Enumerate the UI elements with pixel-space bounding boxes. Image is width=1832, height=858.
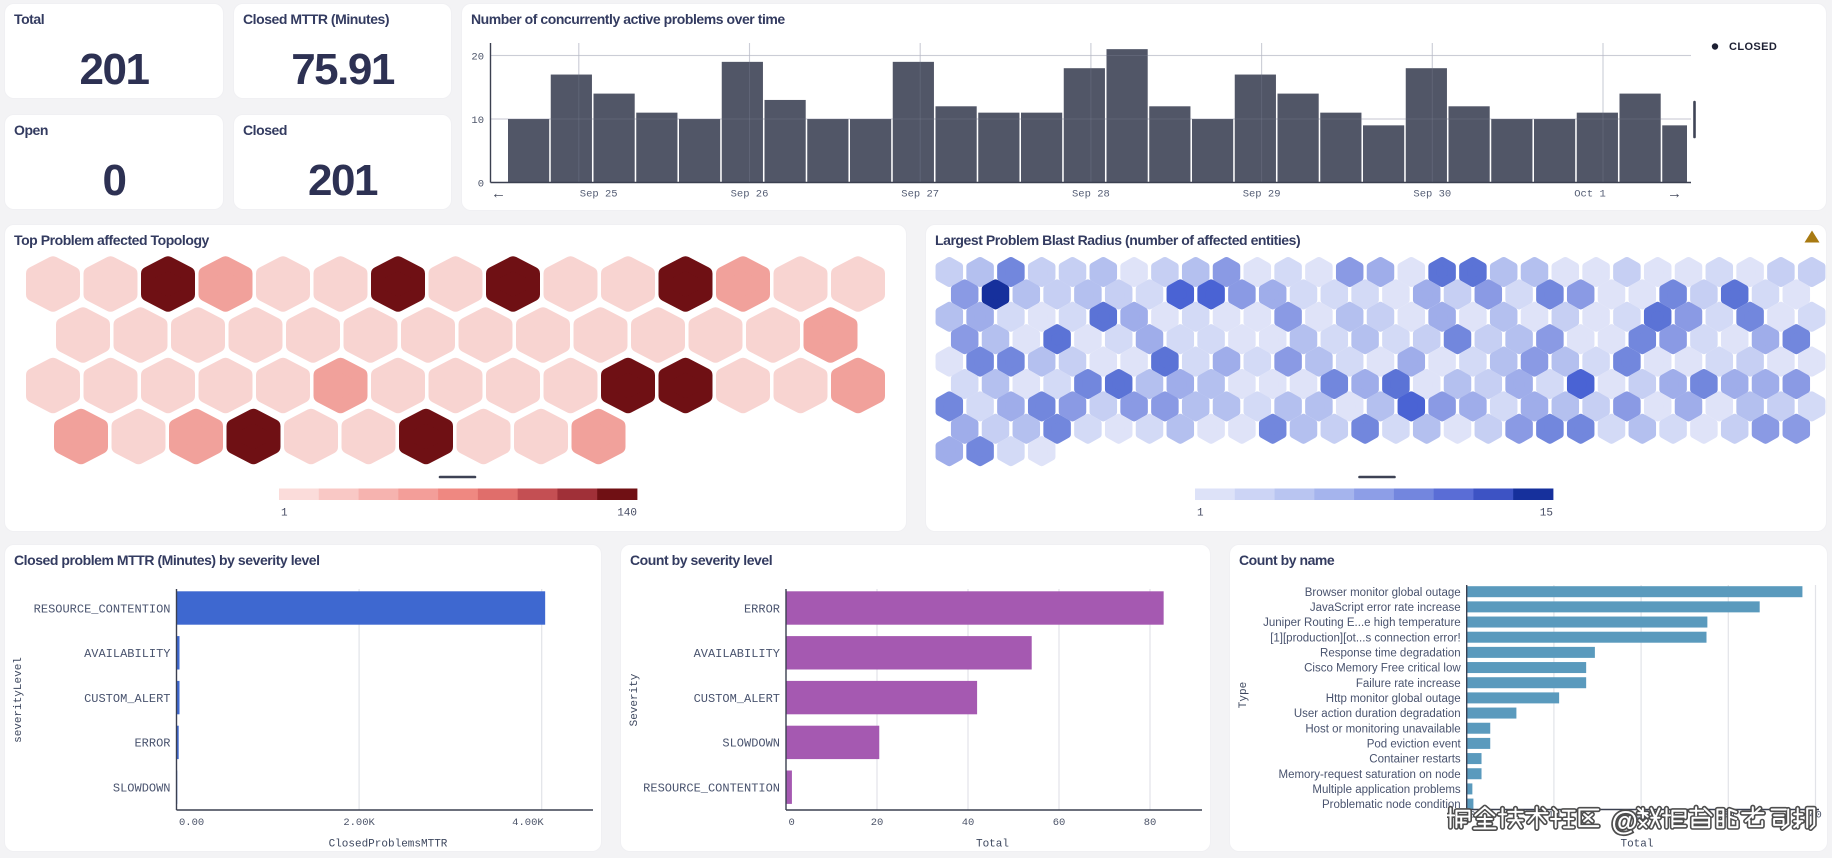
svg-text:4.00K: 4.00K: [512, 817, 544, 829]
svg-text:Browser monitor global outage: Browser monitor global outage: [1305, 587, 1461, 599]
svg-text:ERROR: ERROR: [134, 737, 170, 751]
svg-text:→: →: [1667, 185, 1682, 202]
svg-text:0.00: 0.00: [179, 817, 204, 829]
svg-text:10: 10: [471, 115, 484, 127]
svg-text:ClosedProblemsMTTR: ClosedProblemsMTTR: [329, 839, 448, 851]
svg-text:Total: Total: [976, 839, 1009, 851]
svg-text:Sep 28: Sep 28: [1072, 189, 1110, 201]
svg-text:Juniper Routing E...e high tem: Juniper Routing E...e high temperature: [1263, 617, 1461, 629]
svg-text:40: 40: [962, 817, 975, 829]
svg-text:CUSTOM_ALERT: CUSTOM_ALERT: [84, 692, 170, 706]
svg-text:20: 20: [471, 51, 484, 63]
svg-text:Sep 25: Sep 25: [580, 189, 618, 201]
svg-text:Problematic node condition: Problematic node condition: [1322, 799, 1461, 811]
svg-text:Pod eviction event: Pod eviction event: [1367, 739, 1462, 751]
svg-text:RESOURCE_CONTENTION: RESOURCE_CONTENTION: [34, 602, 171, 616]
svg-text:20: 20: [871, 817, 884, 829]
svg-text:0: 0: [1469, 810, 1475, 822]
svg-text:1: 1: [1197, 508, 1204, 520]
svg-text:80: 80: [1144, 817, 1157, 829]
svg-text:SLOWDOWN: SLOWDOWN: [722, 737, 780, 751]
svg-text:Container restarts: Container restarts: [1369, 754, 1461, 766]
svg-text:@: @: [1611, 806, 1637, 836]
svg-text:Oct 1: Oct 1: [1574, 189, 1606, 201]
svg-text:JavaScript error rate increase: JavaScript error rate increase: [1310, 602, 1461, 614]
svg-text:@: @: [1611, 806, 1637, 836]
svg-text:Severity: Severity: [629, 673, 641, 726]
svg-text:15: 15: [1540, 508, 1553, 520]
svg-text:Multiple application problems: Multiple application problems: [1312, 784, 1461, 796]
svg-text:[1][production][ot...s connect: [1][production][ot...s connection error!: [1270, 632, 1461, 644]
svg-text:1: 1: [281, 508, 288, 520]
svg-text:60: 60: [1053, 817, 1066, 829]
svg-text:AVAILABILITY: AVAILABILITY: [84, 647, 170, 661]
svg-text:Http monitor global outage: Http monitor global outage: [1326, 693, 1461, 705]
svg-text:Sep 30: Sep 30: [1413, 189, 1451, 201]
svg-text:CUSTOM_ALERT: CUSTOM_ALERT: [694, 692, 780, 706]
svg-text:Memory-request saturation on n: Memory-request saturation on node: [1279, 769, 1461, 781]
svg-text:Sep 27: Sep 27: [901, 189, 939, 201]
svg-text:Total: Total: [1620, 839, 1653, 851]
svg-text:Sep 26: Sep 26: [731, 189, 769, 201]
svg-text:←: ←: [491, 185, 506, 202]
svg-text:0: 0: [478, 178, 484, 190]
svg-text:RESOURCE_CONTENTION: RESOURCE_CONTENTION: [643, 782, 780, 796]
svg-text:140: 140: [617, 508, 637, 520]
svg-text:AVAILABILITY: AVAILABILITY: [694, 647, 780, 661]
svg-text:User action duration degradati: User action duration degradation: [1294, 708, 1461, 720]
svg-text:Type: Type: [1238, 682, 1250, 708]
svg-text:CLOSED: CLOSED: [1729, 41, 1777, 53]
svg-text:2.00K: 2.00K: [343, 817, 375, 829]
svg-text:Sep 29: Sep 29: [1243, 189, 1281, 201]
svg-text:Cisco Memory Free critical low: Cisco Memory Free critical low: [1304, 663, 1461, 675]
svg-text:Failure rate increase: Failure rate increase: [1356, 678, 1461, 690]
svg-text:severityLevel: severityLevel: [13, 657, 25, 743]
svg-text:SLOWDOWN: SLOWDOWN: [113, 782, 171, 796]
svg-text:Response time degradation: Response time degradation: [1320, 648, 1461, 660]
svg-text:Host or monitoring unavailable: Host or monitoring unavailable: [1305, 723, 1460, 735]
svg-text:0: 0: [789, 817, 795, 829]
svg-text:ERROR: ERROR: [744, 602, 780, 616]
